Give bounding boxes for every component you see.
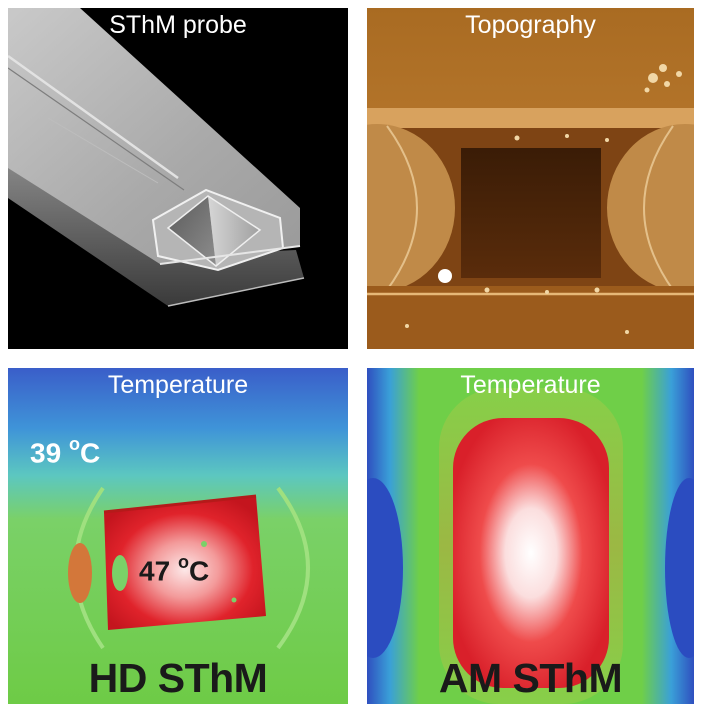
hd-temp-annotation-39: 39 oC bbox=[30, 434, 101, 469]
sthm-probe-sem-image bbox=[8, 8, 348, 349]
hd-sthm-label: HD SThM bbox=[88, 655, 268, 701]
hd-temp-annotation-47: 47 oC bbox=[139, 552, 210, 587]
topography-afm-image bbox=[367, 8, 694, 349]
hd-temp-47-unit: C bbox=[188, 555, 210, 587]
topography-title: Topography bbox=[465, 11, 596, 39]
am-temperature-title: Temperature bbox=[460, 371, 601, 399]
am-sthm-temperature-panel: Temperature AM SThM bbox=[367, 368, 694, 704]
am-sthm-temperature-map bbox=[367, 368, 694, 704]
hd-temp-47-degree: o bbox=[177, 552, 189, 572]
hd-temp-39-unit: C bbox=[79, 437, 101, 469]
am-sthm-label: AM SThM bbox=[438, 655, 623, 701]
sthm-probe-panel: SThM probe bbox=[8, 8, 348, 349]
hd-sthm-temperature-map bbox=[8, 368, 348, 704]
hd-temp-47-value: 47 bbox=[139, 555, 178, 587]
hd-temp-39-value: 39 bbox=[30, 437, 69, 469]
topography-panel: Topography bbox=[367, 8, 694, 349]
hd-temp-39-degree: o bbox=[68, 434, 80, 454]
sthm-probe-title: SThM probe bbox=[109, 11, 247, 39]
hd-temperature-title: Temperature bbox=[107, 371, 249, 399]
hd-sthm-temperature-panel: Temperature 39 oC 47 oC HD SThM bbox=[8, 368, 348, 704]
